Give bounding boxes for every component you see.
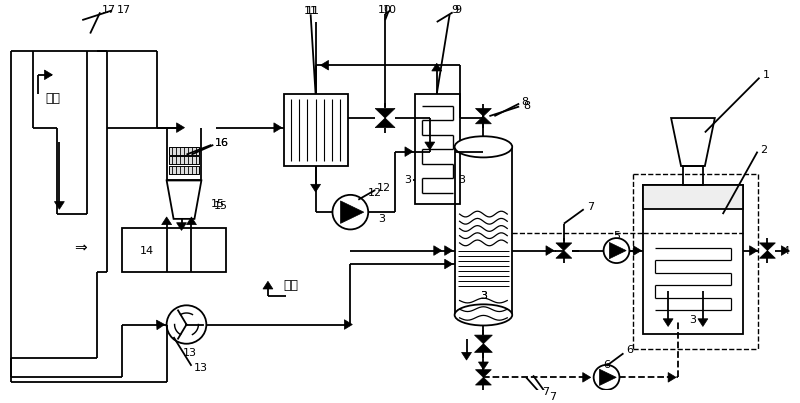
Text: 16: 16 bbox=[215, 138, 230, 148]
Text: 12: 12 bbox=[368, 188, 382, 198]
Bar bbox=[122, 229, 226, 272]
Text: 2: 2 bbox=[761, 145, 768, 155]
Text: 3: 3 bbox=[378, 214, 386, 224]
Polygon shape bbox=[432, 63, 442, 71]
Text: 4: 4 bbox=[782, 245, 790, 256]
Polygon shape bbox=[344, 320, 352, 329]
Polygon shape bbox=[310, 184, 321, 192]
Polygon shape bbox=[445, 246, 453, 256]
Polygon shape bbox=[782, 246, 790, 256]
Text: 9: 9 bbox=[451, 6, 458, 15]
Polygon shape bbox=[157, 320, 165, 330]
Polygon shape bbox=[750, 246, 758, 256]
Polygon shape bbox=[445, 259, 453, 269]
Text: 6: 6 bbox=[626, 345, 634, 355]
Ellipse shape bbox=[454, 136, 512, 158]
Text: 1: 1 bbox=[762, 70, 770, 80]
Text: ⇒: ⇒ bbox=[74, 240, 86, 255]
Text: 3: 3 bbox=[458, 175, 465, 185]
Text: 8: 8 bbox=[523, 100, 530, 110]
Polygon shape bbox=[475, 370, 491, 385]
Text: 3: 3 bbox=[405, 175, 411, 185]
Polygon shape bbox=[274, 123, 282, 133]
Bar bbox=[643, 185, 742, 334]
Ellipse shape bbox=[454, 304, 512, 326]
Text: 9: 9 bbox=[454, 6, 462, 15]
Text: 17: 17 bbox=[102, 6, 116, 15]
Polygon shape bbox=[582, 372, 590, 382]
Bar bbox=[284, 94, 348, 166]
Polygon shape bbox=[321, 60, 329, 70]
Text: 17: 17 bbox=[117, 4, 131, 15]
Text: 15: 15 bbox=[211, 199, 226, 210]
Text: 10: 10 bbox=[378, 6, 392, 15]
Polygon shape bbox=[634, 246, 642, 256]
Text: 11: 11 bbox=[304, 6, 318, 17]
Text: 16: 16 bbox=[215, 138, 230, 148]
Polygon shape bbox=[45, 70, 53, 80]
Polygon shape bbox=[425, 142, 434, 150]
Bar bbox=[169, 147, 199, 154]
Polygon shape bbox=[475, 108, 491, 124]
Text: 14: 14 bbox=[140, 245, 154, 256]
Polygon shape bbox=[546, 246, 554, 256]
Text: 10: 10 bbox=[383, 6, 397, 15]
Bar bbox=[169, 156, 199, 164]
Text: 11: 11 bbox=[306, 6, 320, 17]
Text: 7: 7 bbox=[586, 202, 594, 212]
Polygon shape bbox=[610, 243, 626, 259]
Text: 3: 3 bbox=[480, 291, 487, 301]
Polygon shape bbox=[698, 319, 708, 326]
Text: 烟气: 烟气 bbox=[45, 92, 60, 105]
Bar bbox=[415, 94, 459, 204]
Polygon shape bbox=[186, 217, 197, 224]
Text: 13: 13 bbox=[194, 363, 207, 373]
Polygon shape bbox=[405, 147, 413, 156]
Text: 3: 3 bbox=[480, 291, 487, 301]
Bar bbox=[169, 166, 199, 174]
Polygon shape bbox=[478, 362, 488, 370]
Text: 3: 3 bbox=[690, 315, 697, 325]
Polygon shape bbox=[177, 123, 185, 133]
Text: 5: 5 bbox=[613, 231, 620, 241]
Text: 12: 12 bbox=[377, 183, 391, 193]
Bar bbox=[683, 166, 703, 185]
Text: 空气: 空气 bbox=[283, 278, 298, 292]
Text: 7: 7 bbox=[549, 392, 556, 401]
Polygon shape bbox=[668, 372, 676, 382]
Polygon shape bbox=[434, 246, 442, 256]
Polygon shape bbox=[341, 201, 364, 223]
Text: 6: 6 bbox=[603, 360, 610, 370]
Bar bbox=[643, 185, 742, 209]
Polygon shape bbox=[54, 202, 64, 209]
Polygon shape bbox=[759, 243, 775, 258]
Text: 15: 15 bbox=[214, 202, 228, 212]
Bar bbox=[454, 147, 512, 315]
Polygon shape bbox=[599, 369, 616, 385]
Polygon shape bbox=[474, 335, 492, 352]
Text: 13: 13 bbox=[182, 348, 197, 358]
Polygon shape bbox=[162, 217, 171, 224]
Text: 8: 8 bbox=[521, 97, 528, 107]
Text: 7: 7 bbox=[542, 387, 549, 397]
Polygon shape bbox=[663, 319, 673, 326]
Polygon shape bbox=[462, 352, 471, 360]
Polygon shape bbox=[375, 108, 395, 128]
Polygon shape bbox=[177, 223, 186, 231]
Polygon shape bbox=[263, 281, 273, 289]
Polygon shape bbox=[556, 243, 572, 258]
